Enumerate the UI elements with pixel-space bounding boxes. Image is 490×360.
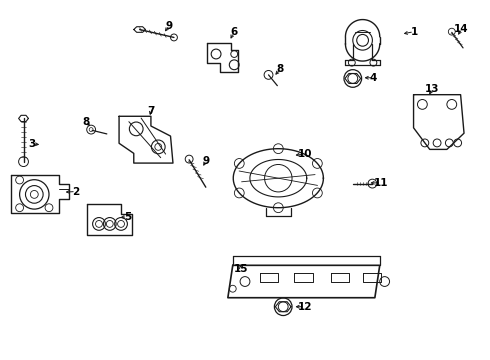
Text: 7: 7 [147,106,155,116]
Text: 12: 12 [297,302,312,312]
Text: 4: 4 [369,73,377,83]
Text: 8: 8 [277,64,284,74]
Text: 8: 8 [82,117,89,127]
Text: 1: 1 [411,27,417,37]
Text: 10: 10 [297,149,312,159]
Text: 15: 15 [234,264,248,274]
Text: 3: 3 [28,139,35,149]
Text: 11: 11 [374,178,389,188]
Text: 2: 2 [73,186,79,197]
Text: 9: 9 [202,156,209,166]
Text: 6: 6 [230,27,237,37]
Text: 9: 9 [166,21,172,31]
Text: 5: 5 [124,212,131,222]
Text: 13: 13 [425,84,440,94]
Text: 14: 14 [454,24,469,34]
